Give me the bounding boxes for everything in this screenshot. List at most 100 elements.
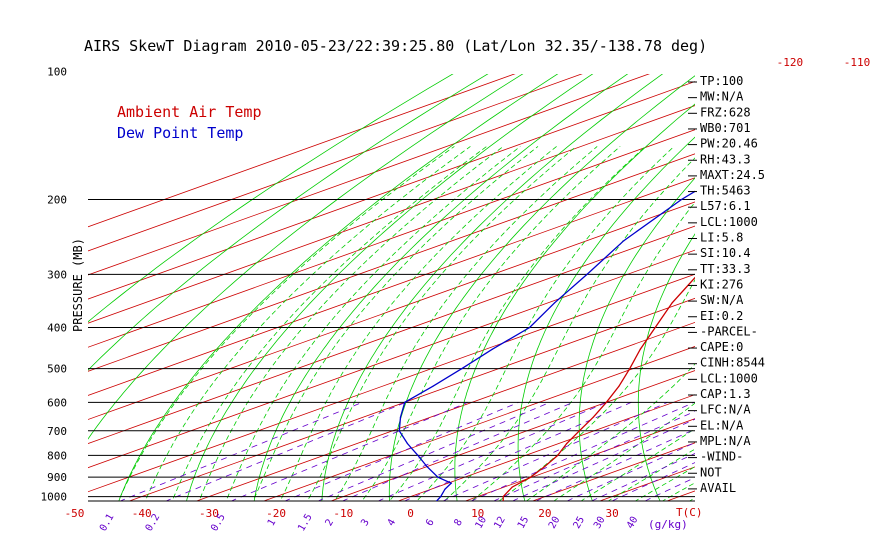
top-temp-tick-label: -120 [777, 56, 804, 69]
mixing-ratio-tick-label: 3 [359, 517, 372, 528]
pressure-tick-label: 500 [47, 363, 67, 376]
index-label: CINH:8544 [700, 356, 765, 370]
mixing-ratio-tick-label: 4 [386, 517, 399, 528]
index-label: TT:33.3 [700, 262, 751, 276]
index-label: EI:0.2 [700, 309, 743, 323]
ambient-temp-point [578, 430, 581, 432]
moist-adiabat-line [334, 146, 598, 501]
pressure-tick-label: 200 [47, 194, 67, 207]
ambient-temp-point [654, 326, 656, 329]
bottom-temp-tick-label: -10 [333, 507, 353, 520]
mixing-ratio-line [566, 442, 695, 501]
moist-adiabat-line [388, 146, 646, 501]
index-label: MPL:N/A [700, 434, 751, 448]
bottom-temp-tick-label: -50 [65, 507, 85, 520]
index-label: AVAIL [700, 481, 736, 495]
ambient-temp-point [502, 496, 504, 498]
isotherm-line [88, 81, 695, 300]
mixing-ratio-line [377, 401, 607, 501]
ambient-temp-point [605, 401, 608, 403]
isotherm-line [88, 74, 583, 252]
dewpoint-temp-point [406, 442, 408, 445]
ambient-temp-point [592, 416, 595, 418]
pressure-tick-label: 900 [47, 471, 67, 484]
mixing-ratio-line [492, 410, 695, 501]
dry-adiabat-line [88, 74, 489, 371]
dry-adiabat-line [857, 72, 870, 508]
index-label: FRZ:628 [700, 105, 751, 119]
mixing-ratio-tick-label: 20 [547, 515, 563, 531]
dewpoint-temp-point [426, 466, 428, 468]
dewpoint-temp-point [586, 273, 588, 275]
bottom-temp-tick-label: 10 [471, 507, 484, 520]
dewpoint-temp-point [444, 488, 446, 490]
index-label: MAXT:24.5 [700, 168, 765, 182]
ambient-temp-point [847, 174, 848, 175]
moist-adiabat-line [225, 146, 521, 501]
mixing-ratio-tick-label: 10 [474, 515, 490, 531]
ambient-temp-point [618, 385, 620, 387]
dewpoint-temp-point [529, 326, 531, 329]
ambient-temp-point [530, 476, 532, 478]
index-label: KI:276 [700, 277, 743, 291]
mixing-ratio-tick-label: 12 [492, 515, 508, 531]
mixing-ratio-line [341, 401, 574, 501]
isotherm-line [464, 418, 695, 501]
dewpoint-temp-point [417, 454, 419, 456]
legend-ambient-label: Ambient Air Temp [117, 103, 262, 121]
mixing-ratio-tick-label: 15 [516, 515, 532, 531]
index-label: LFC:N/A [700, 403, 751, 417]
ambient-temp-point [557, 454, 559, 456]
dry-adiabat-line [88, 74, 454, 323]
index-label: LI:5.8 [700, 231, 743, 245]
index-label: WB0:701 [700, 121, 751, 135]
dewpoint-temp-point [772, 146, 773, 147]
ambient-temp-point [799, 199, 800, 200]
dewpoint-temp-point [440, 496, 442, 498]
mixing-ratio-line [470, 401, 695, 501]
mixing-ratio-line [230, 401, 469, 501]
pressure-tick-label: 100 [47, 66, 67, 79]
isotherm-line [262, 346, 695, 501]
mixing-ratio-line [535, 428, 695, 501]
mixing-ratio-line [442, 401, 668, 501]
bottom-temp-tick-label: -20 [266, 507, 286, 520]
dry-adiabat-line [751, 72, 870, 508]
mixing-ratio-tick-label: 40 [625, 515, 641, 531]
index-label: CAP:1.3 [700, 387, 751, 401]
ambient-temp-point [671, 302, 673, 304]
ambient-temp-point [639, 348, 641, 350]
y-axis-title: PRESSURE (MB) [71, 238, 85, 332]
ambient-temp-point [629, 368, 631, 370]
top-temp-tick-label: -110 [844, 56, 870, 69]
isotherm-line [128, 297, 695, 501]
mixing-ratio-tick-label: 1 [266, 517, 279, 528]
dewpoint-temp-point [450, 482, 452, 484]
index-label: EL:N/A [700, 418, 744, 432]
moist-adiabat-line [443, 157, 695, 501]
dewpoint-temp-point [623, 240, 625, 242]
bottom-temp-tick-label: -30 [199, 507, 219, 520]
mixing-unit-label: (g/kg) [648, 518, 688, 531]
index-label: TP:100 [700, 74, 743, 88]
mixing-ratio-line [317, 401, 551, 501]
pressure-tick-label: 700 [47, 425, 67, 438]
moist-adiabat-line [416, 146, 675, 501]
moist-adiabat-line [118, 146, 455, 501]
mixing-ratio-line [119, 401, 363, 501]
mixing-ratio-line [284, 401, 519, 501]
isotherm-line [665, 490, 695, 501]
dewpoint-temp-point [461, 368, 463, 370]
dewpoint-temp-point [399, 416, 402, 418]
mixing-ratio-line [165, 401, 407, 501]
mixing-ratio-tick-label: 0.1 [98, 512, 117, 533]
isotherm-line [195, 321, 695, 501]
mixing-ratio-tick-label: 6 [424, 517, 437, 528]
dry-adiabat-line [388, 75, 695, 501]
index-label: SW:N/A [700, 293, 744, 307]
mixing-ratio-tick-label: 30 [592, 515, 608, 531]
bottom-temp-tick-label: 20 [538, 507, 551, 520]
dewpoint-temp-point [437, 476, 439, 478]
index-label: SI:10.4 [700, 246, 751, 260]
mixing-ratio-line [511, 418, 695, 501]
